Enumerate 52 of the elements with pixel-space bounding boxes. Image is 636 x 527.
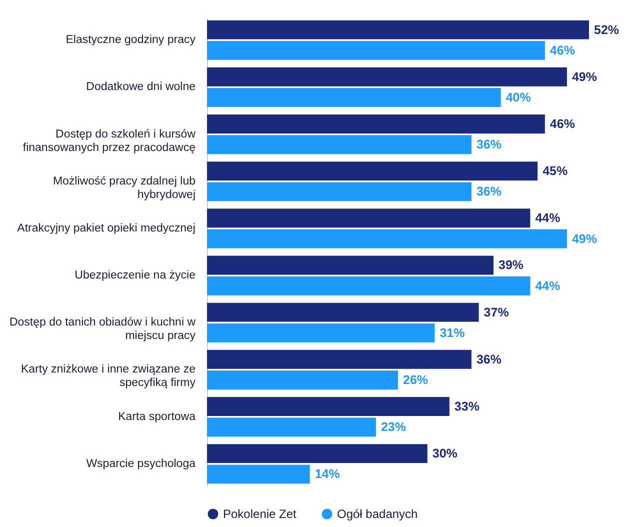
data-label: 46%	[550, 116, 575, 131]
data-label: 45%	[542, 164, 568, 178]
y-tick-label: Karta sportowa	[118, 410, 196, 423]
bar	[207, 302, 479, 322]
bar	[207, 229, 567, 248]
bar	[207, 135, 472, 154]
data-label: 26%	[403, 373, 428, 388]
bar	[207, 162, 538, 181]
data-label: 30%	[432, 446, 458, 461]
legend-label: Pokolenie Zet	[223, 507, 298, 521]
bar	[207, 397, 450, 416]
bar	[207, 208, 530, 228]
data-label: 40%	[506, 90, 531, 105]
bar	[207, 88, 501, 107]
bar	[207, 464, 310, 484]
data-label: 36%	[476, 184, 502, 199]
bar	[207, 256, 494, 275]
bar	[207, 323, 435, 342]
data-label: 49%	[572, 232, 597, 246]
y-tick-label: Atrakcyjny pakiet opieki medycznej	[17, 222, 196, 234]
y-tick-label: Dostęp do szkoleń i kursów finansowanych przez pracodawcę	[22, 128, 196, 154]
data-label: 44%	[535, 278, 560, 293]
data-label: 52%	[594, 22, 620, 37]
y-tick-label: Dodatkowe dni wolne	[86, 81, 196, 94]
data-label: 36%	[476, 138, 502, 152]
y-tick-label: Możliwość pracy zdalnej lub hybrydowej	[52, 175, 196, 201]
y-tick-label: Ubezpieczenie na życie	[74, 270, 196, 282]
bar	[207, 370, 398, 390]
data-label: 23%	[380, 420, 406, 434]
bar	[207, 444, 428, 464]
y-tick-label: Elastyczne godziny pracy	[66, 34, 196, 46]
data-label: 36%	[476, 352, 502, 366]
data-label: 33%	[454, 399, 480, 414]
bar	[207, 276, 530, 296]
data-label: 14%	[314, 467, 340, 482]
data-label: 46%	[550, 43, 575, 58]
bar	[207, 182, 472, 202]
bar	[207, 114, 545, 134]
bar	[207, 350, 472, 369]
legend-label: Ogół badanych	[337, 507, 418, 521]
data-label: 37%	[484, 305, 509, 320]
data-label: 31%	[440, 326, 465, 340]
y-tick-label: Karty zniżkowe i inne związane ze specyfiką firmy	[21, 364, 196, 390]
data-label: 44%	[535, 211, 560, 226]
data-label: 39%	[498, 258, 524, 272]
bar	[207, 418, 376, 437]
data-label: 49%	[572, 70, 597, 84]
y-tick-label: Wsparcie psychologa	[86, 458, 196, 470]
y-tick-label: Dostęp do tanich obiadów i kuchni w miejscu pracy	[9, 316, 196, 342]
bar	[207, 40, 545, 60]
bar	[207, 20, 589, 40]
bar	[207, 67, 567, 86]
